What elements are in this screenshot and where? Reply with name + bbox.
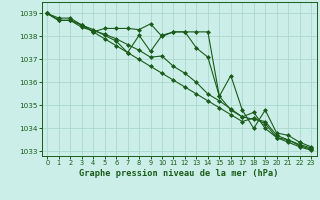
X-axis label: Graphe pression niveau de la mer (hPa): Graphe pression niveau de la mer (hPa) (79, 169, 279, 178)
